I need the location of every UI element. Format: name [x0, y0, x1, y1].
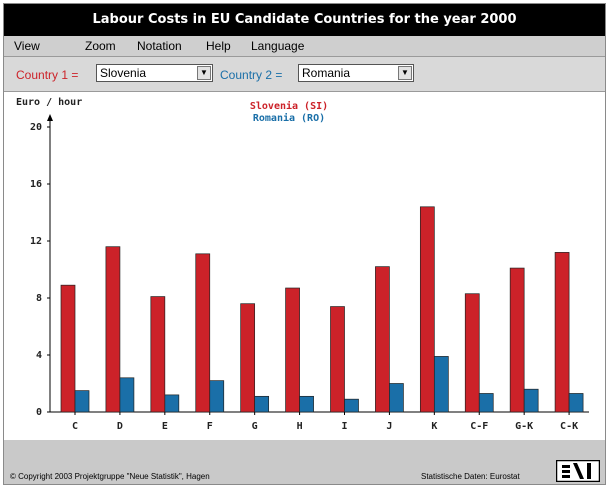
bar-romania	[74, 390, 90, 413]
x-tick-label: G	[252, 421, 258, 432]
menu-zoom[interactable]: Zoom	[85, 39, 116, 53]
legend-series-2: Romania (RO)	[253, 112, 325, 124]
y-tick-label: 20	[30, 122, 42, 133]
data-source-text: Statistische Daten: Eurostat	[421, 472, 520, 481]
bar-slovenia	[60, 284, 76, 413]
window-title: Labour Costs in EU Candidate Countries f…	[4, 4, 605, 36]
menu-notation[interactable]: Notation	[137, 39, 182, 53]
country1-label: Country 1 =	[16, 68, 79, 82]
y-tick-label: 0	[36, 407, 42, 418]
bar-slovenia	[195, 253, 211, 413]
bar-romania	[523, 388, 539, 413]
y-tick-label: 12	[30, 236, 42, 247]
chevron-down-icon[interactable]: ▼	[197, 66, 211, 80]
y-tick-label: 8	[36, 293, 42, 304]
x-tick-label: K	[431, 421, 437, 432]
x-tick-label: C-K	[560, 421, 578, 432]
y-tick-label: 16	[30, 179, 42, 190]
bar-chart: Euro / hour 0 4 8 12 16 20 Slovenia (SI)Romania…	[16, 97, 589, 432]
bar-romania	[209, 380, 225, 413]
chevron-down-icon[interactable]: ▼	[398, 66, 412, 80]
legend-series-1: Slovenia (SI)	[250, 100, 328, 112]
x-tick-label: E	[162, 421, 168, 432]
bar-romania	[164, 394, 180, 413]
copyright-text: © Copyright 2003 Projektgruppe "Neue Sta…	[10, 472, 210, 481]
y-tick-label: 4	[36, 350, 42, 361]
x-tick-label: H	[297, 421, 303, 432]
bar-slovenia	[554, 252, 570, 413]
bar-slovenia	[375, 266, 390, 413]
bar-romania	[478, 393, 494, 413]
x-tick-label: G-K	[515, 421, 533, 432]
menu-help[interactable]: Help	[206, 39, 231, 53]
bar-slovenia	[285, 287, 300, 413]
application-window: Labour Costs in EU Candidate Countries f…	[3, 3, 606, 485]
chart-panel: Euro / hour 0 4 8 12 16 20 Slovenia (SI) Romania…	[4, 92, 605, 440]
bar-slovenia	[150, 296, 166, 413]
country2-label: Country 2 =	[220, 68, 283, 82]
country-selector-bar: Country 1 = Slovenia ▼ Country 2 = Roman…	[4, 57, 605, 92]
country2-value: Romania	[302, 66, 351, 80]
x-tick-label: C-F	[470, 421, 488, 432]
bar-romania	[299, 395, 314, 413]
bar-romania	[254, 395, 270, 413]
bar-romania	[433, 356, 449, 413]
y-axis-label: Euro / hour	[16, 97, 82, 108]
country1-value: Slovenia	[100, 66, 147, 80]
menu-bar: View Zoom Notation Help Language	[4, 36, 605, 57]
menu-view[interactable]: View	[14, 39, 40, 53]
bar-slovenia	[105, 246, 121, 413]
bar-slovenia	[330, 306, 345, 413]
x-tick-label: C	[72, 421, 78, 432]
menu-language[interactable]: Language	[251, 39, 305, 53]
bar-slovenia	[240, 303, 256, 413]
logo-icon	[556, 460, 600, 482]
x-tick-label: F	[207, 421, 213, 432]
bar-romania	[344, 398, 359, 413]
x-tick-label: I	[341, 421, 347, 432]
y-axis-arrow	[47, 114, 53, 121]
bar-slovenia	[419, 206, 435, 413]
x-tick-label: D	[117, 421, 123, 432]
x-tick-label: J	[386, 421, 392, 432]
bar-slovenia	[464, 293, 480, 413]
bar-slovenia	[509, 267, 525, 413]
footer: © Copyright 2003 Projektgruppe "Neue Sta…	[4, 440, 605, 484]
country2-select[interactable]: Romania ▼	[298, 64, 414, 82]
bar-romania	[119, 377, 135, 413]
bar-romania	[568, 393, 584, 413]
bar-romania	[389, 383, 404, 413]
country1-select[interactable]: Slovenia ▼	[96, 64, 213, 82]
